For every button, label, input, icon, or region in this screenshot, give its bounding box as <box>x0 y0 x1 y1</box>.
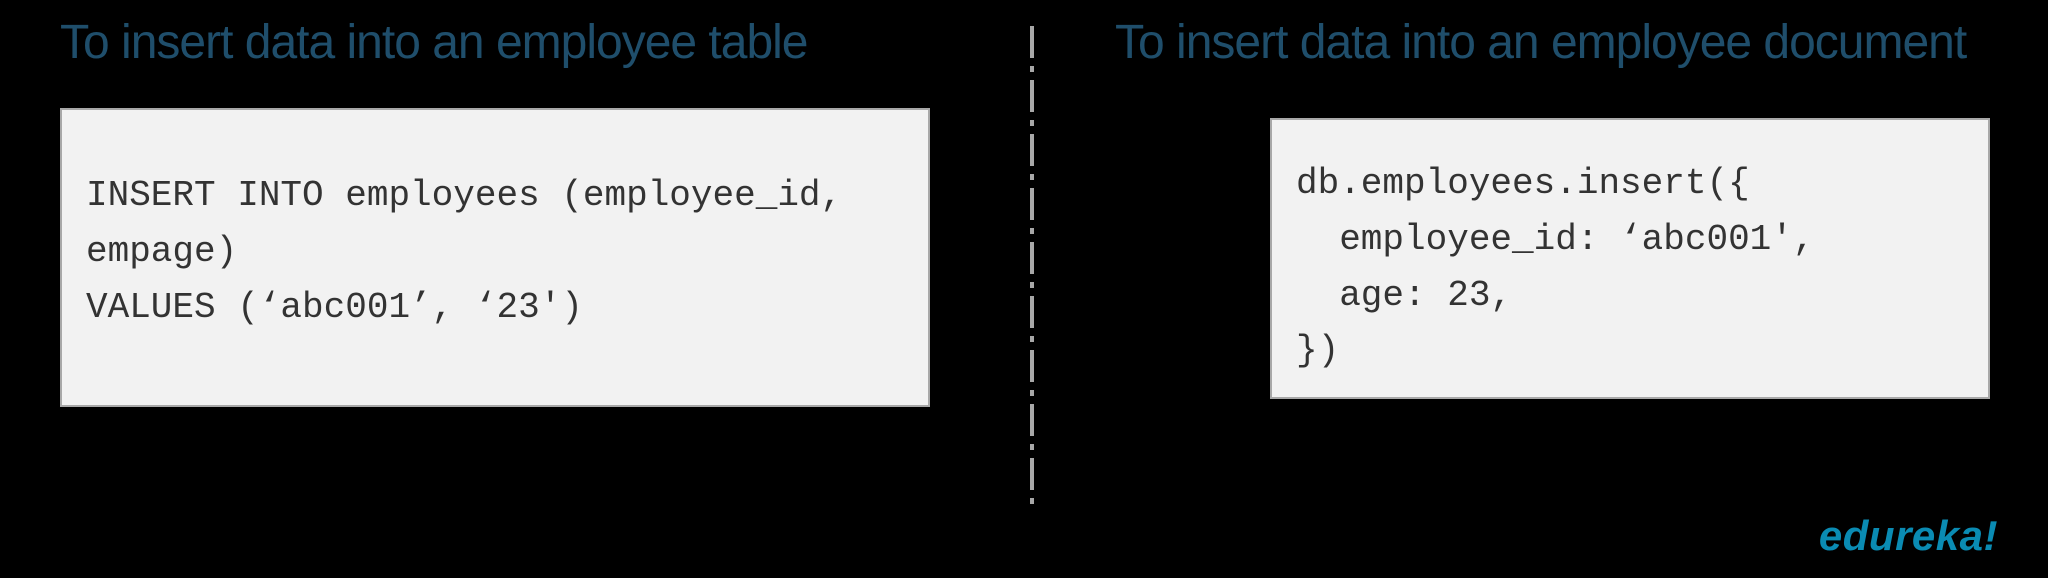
right-heading: To insert data into an employee document <box>1115 15 2015 70</box>
code-line: }) <box>1296 323 1964 379</box>
right-code-box: db.employees.insert({ employee_id: ‘abc0… <box>1270 118 1990 399</box>
code-line: empage) <box>86 224 904 280</box>
vertical-divider <box>1030 26 1034 506</box>
code-line: employee_id: ‘abc001', <box>1296 212 1964 268</box>
code-line: db.employees.insert({ <box>1296 156 1964 212</box>
code-line: VALUES (‘abc001’, ‘23') <box>86 280 904 336</box>
right-panel: To insert data into an employee document… <box>1115 15 2015 399</box>
code-line: INSERT INTO employees (employee_id, <box>86 168 904 224</box>
comparison-container: To insert data into an employee table IN… <box>0 0 2048 578</box>
brand-logo: edureka! <box>1819 512 1998 560</box>
left-heading: To insert data into an employee table <box>60 15 960 70</box>
left-code-box: INSERT INTO employees (employee_id, empa… <box>60 108 930 407</box>
code-line: age: 23, <box>1296 268 1964 324</box>
left-panel: To insert data into an employee table IN… <box>60 15 960 407</box>
